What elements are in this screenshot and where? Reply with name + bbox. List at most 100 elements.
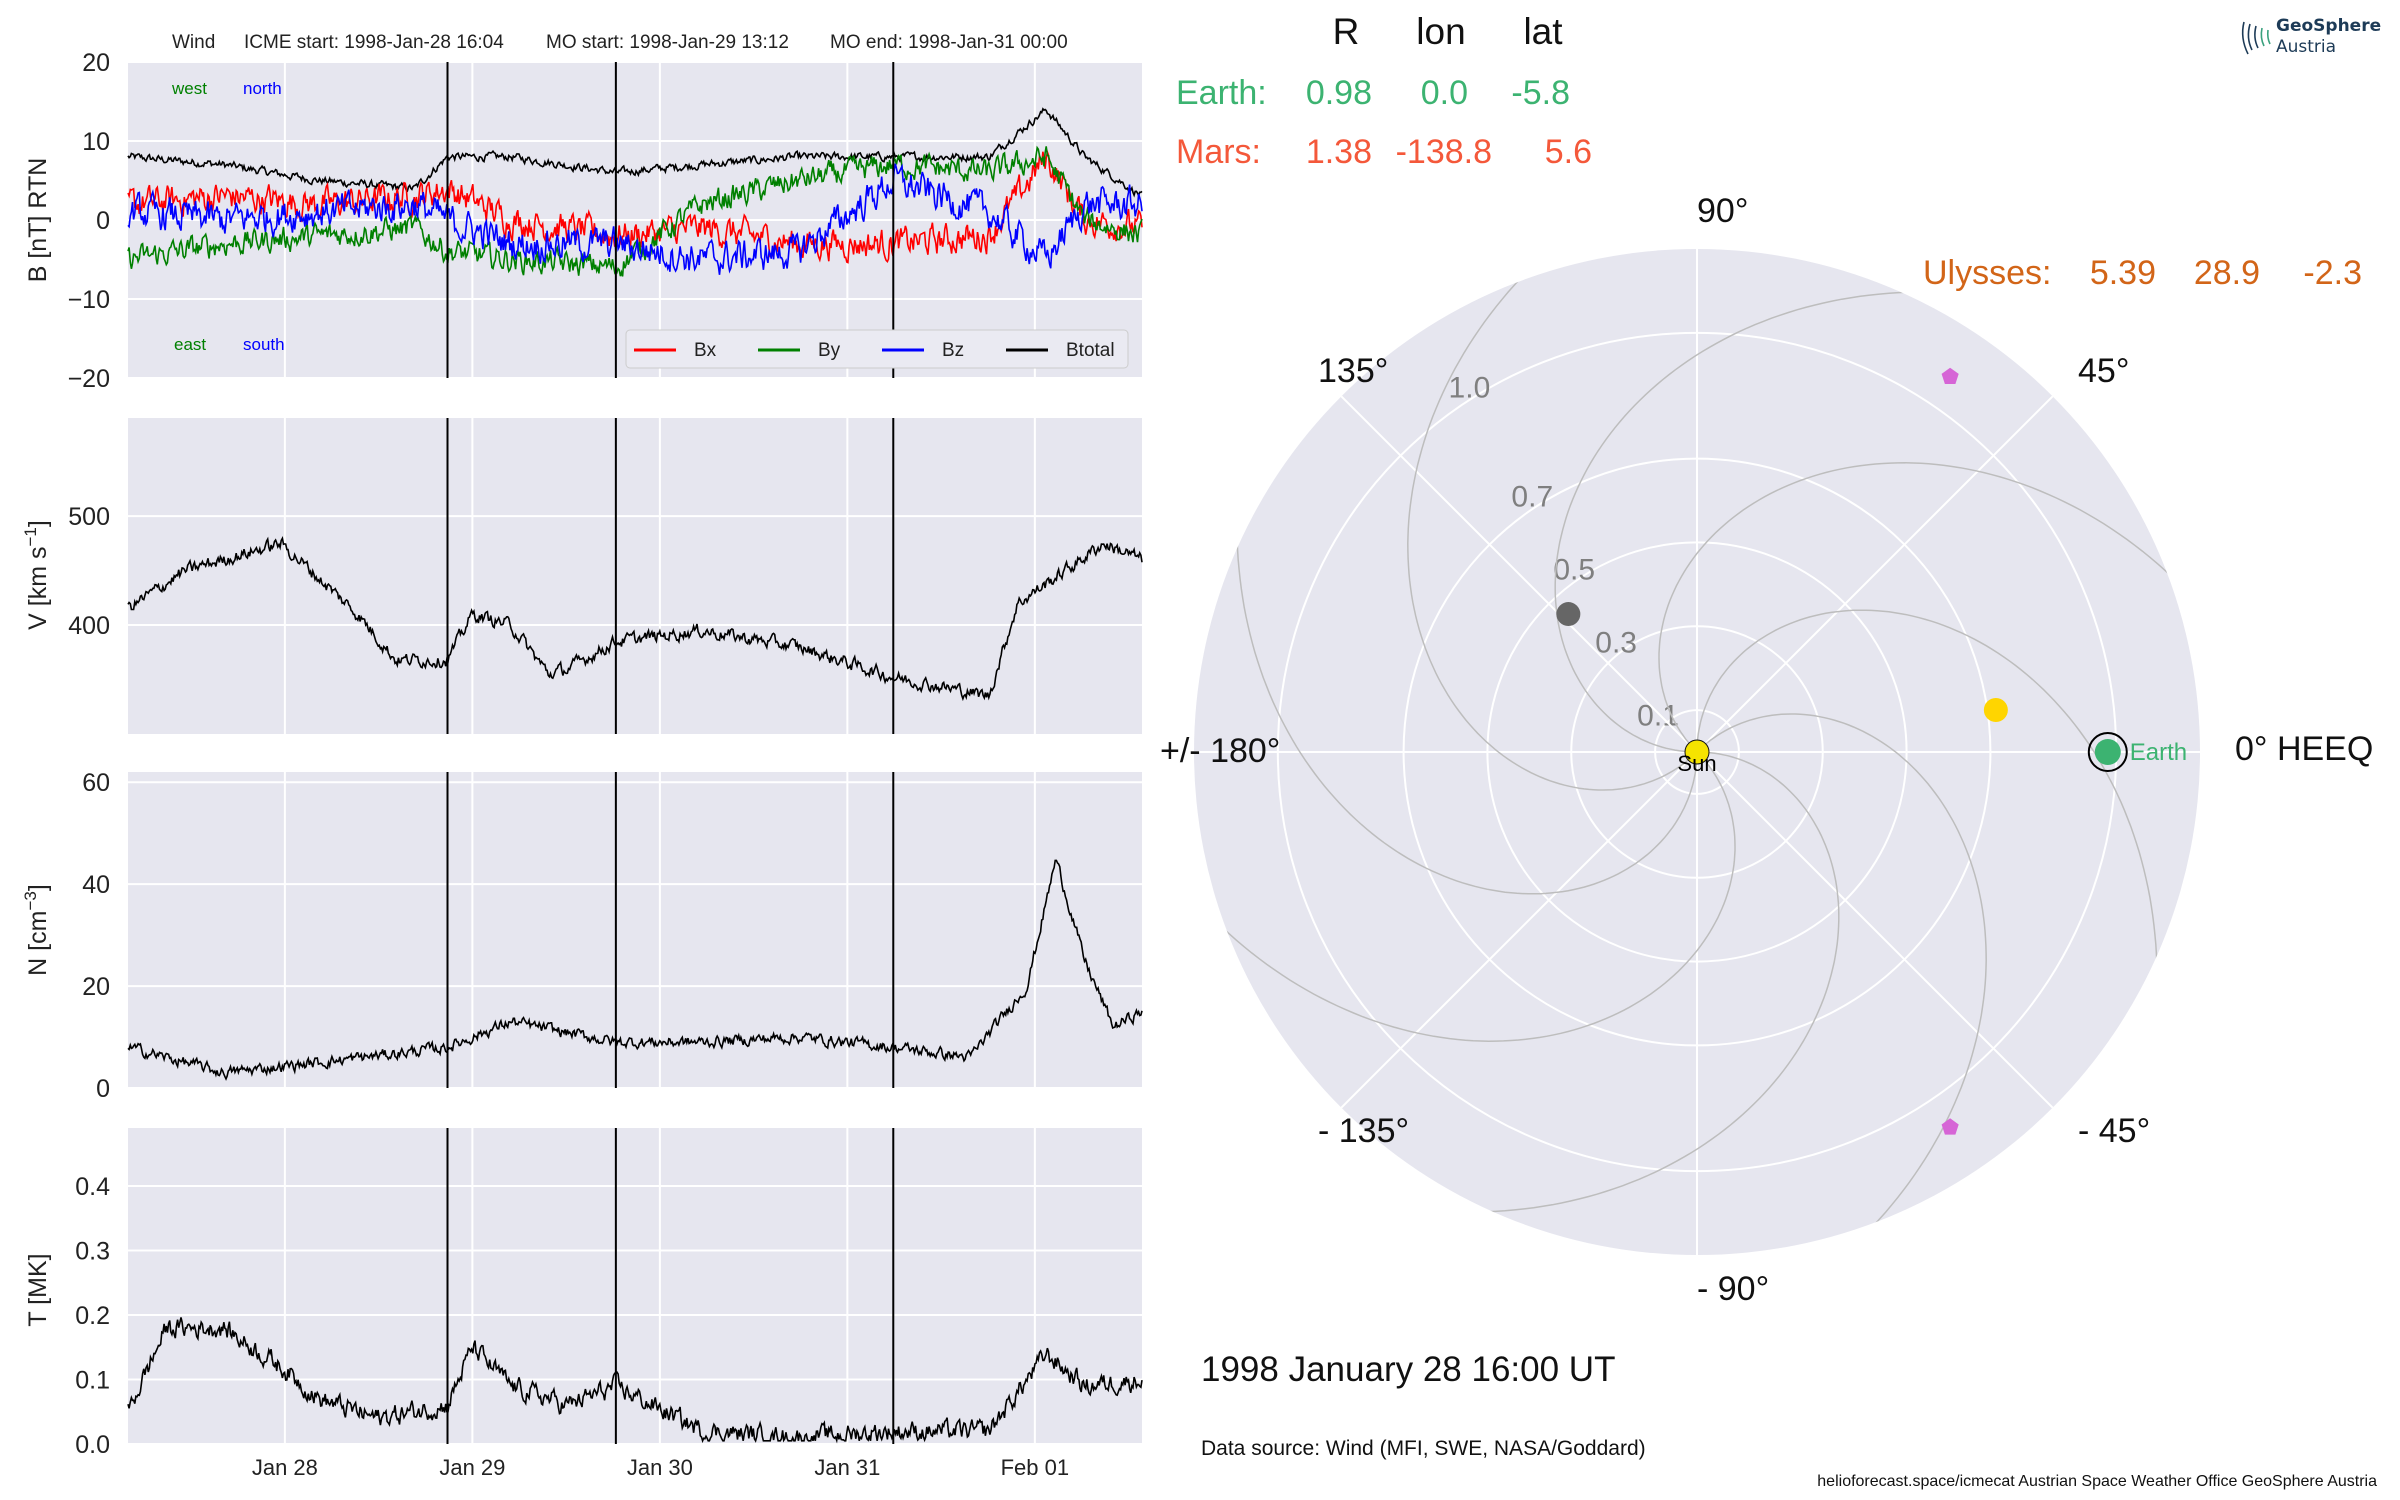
ulysses-lon: 28.9 <box>2194 254 2260 292</box>
header-lon: lon <box>1416 11 1465 52</box>
polar-spoke <box>1696 395 2054 753</box>
parker-spiral <box>1407 249 1698 791</box>
mars-r: 1.38 <box>1306 133 1372 171</box>
ytick-n: 60 <box>82 769 110 797</box>
ytick-v: 500 <box>68 503 110 531</box>
venus-marker <box>1983 697 2008 722</box>
legend-label-by: By <box>818 340 841 361</box>
ytick-b: 0 <box>96 207 110 235</box>
mars-lon: -138.8 <box>1396 133 1492 171</box>
ytick-b: 20 <box>82 49 110 77</box>
logo-line-2: Austria <box>2276 37 2337 57</box>
panel-bg-t <box>128 1128 1142 1444</box>
series-bz <box>127 163 1143 275</box>
xtick-label: Jan 29 <box>439 1455 505 1480</box>
header-r: R <box>1333 11 1360 52</box>
sun-label: Sun <box>1677 751 1716 776</box>
footer: 1998 January 28 16:00 UT Data source: Wi… <box>1201 1350 2377 1490</box>
ytick-b: 10 <box>82 128 110 156</box>
ytick-b: −20 <box>68 365 110 393</box>
y-axis-labels: B [nT] RTN V [km s−1] N [cm−3] T [MK] <box>21 158 52 1327</box>
earth-marker <box>2094 739 2121 765</box>
ulysses-label: Ulysses: <box>1923 254 2051 292</box>
series-v <box>127 535 1143 702</box>
polar-angle-labels: 0° HEEQ 45° 90° 135° +/- 180° - 135° - 9… <box>1160 192 2373 1308</box>
earth-label: Earth: <box>1176 74 1267 112</box>
polar-r-tick: 0.5 <box>1553 554 1595 587</box>
row-ulysses: Ulysses: 5.39 28.9 -2.3 <box>1923 254 2362 292</box>
angle-label-m90: - 90° <box>1697 1270 1769 1308</box>
series-n <box>127 859 1143 1081</box>
earth-lat: -5.8 <box>1511 74 1570 112</box>
xtick-label: Jan 31 <box>814 1455 880 1480</box>
ytick-n: 0 <box>96 1075 110 1103</box>
panel-bg-v <box>128 418 1142 734</box>
header-lat: lat <box>1523 11 1563 52</box>
polar-spoke <box>1340 751 1698 1109</box>
event-lines <box>446 62 895 1444</box>
earth-polar-label: Earth <box>2130 739 2187 766</box>
geosphere-logo-icon <box>2241 21 2271 55</box>
credits-label: helioforecast.space/icmecat Austrian Spa… <box>1817 1473 2377 1490</box>
earth-ring <box>2087 732 2128 772</box>
xtick-label: Feb 01 <box>1001 1455 1070 1480</box>
series-bx <box>127 149 1143 264</box>
mars-lat: 5.6 <box>1545 133 1592 171</box>
parker-spiral <box>1696 609 2158 1014</box>
ytick-t: 0.4 <box>75 1173 110 1201</box>
angle-label-90: 90° <box>1697 192 1748 230</box>
panel-bg-n <box>128 772 1142 1088</box>
ytick-n: 40 <box>82 871 110 899</box>
angle-label-m135: - 135° <box>1318 1112 1409 1150</box>
header-icme-start: ICME start: 1998-Jan-28 16:04 <box>244 32 504 53</box>
legend-box <box>625 329 1129 369</box>
parker-spiral <box>1435 751 1840 1213</box>
annotation-west: west <box>171 79 207 98</box>
series-t <box>127 1317 1143 1444</box>
x-tick-labels: Jan 28 Jan 29 Jan 30 Jan 31 Feb 01 <box>252 1455 1069 1480</box>
polar-spoke <box>1340 395 1698 753</box>
ytick-b: −10 <box>68 286 110 314</box>
parker-spiral <box>1658 462 2200 753</box>
ytick-t: 0.2 <box>75 1302 110 1330</box>
b-annotations: west north east south <box>171 79 285 354</box>
panel-gridlines <box>128 61 1142 1445</box>
earth-lon: 0.0 <box>1421 74 1468 112</box>
ylabel-v: V [km s−1] <box>21 520 52 630</box>
ylabel-n: N [cm−3] <box>21 884 52 976</box>
angle-label-0: 0° HEEQ <box>2235 730 2373 768</box>
annotation-south: south <box>243 335 285 354</box>
polar-spoke <box>1696 751 2054 1109</box>
series-btotal <box>127 107 1143 198</box>
timeseries-header: Wind ICME start: 1998-Jan-28 16:04 MO st… <box>172 32 1068 53</box>
legend-label-bx: Bx <box>694 340 717 361</box>
header-spacecraft: Wind <box>172 32 215 53</box>
y-tick-labels: 20 10 0 −10 −20 500 400 60 40 20 0 0.4 0.3 0.2 0.1 0.0 <box>68 49 111 1459</box>
row-earth: Earth: 0.98 0.0 -5.8 <box>1176 74 1570 112</box>
series-by <box>127 145 1143 277</box>
ylabel-b: B [nT] RTN <box>24 158 52 283</box>
angle-label-45: 45° <box>2078 352 2129 390</box>
logo-line-1: GeoSphere <box>2276 16 2382 36</box>
b-legend: Bx By Bz Btotal <box>625 329 1129 369</box>
parker-spiral <box>1554 291 1959 753</box>
parker-spiral <box>1236 490 1698 895</box>
angle-label-180: +/- 180° <box>1160 732 1280 770</box>
legend-label-btotal: Btotal <box>1066 340 1115 361</box>
ytick-n: 20 <box>82 973 110 1001</box>
ylabel-t: T [MK] <box>24 1253 52 1326</box>
parker-spiral <box>1194 751 1736 1042</box>
ulysses-r: 5.39 <box>2090 254 2156 292</box>
header-mo-start: MO start: 1998-Jan-29 13:12 <box>546 32 789 53</box>
annotation-north: north <box>243 79 282 98</box>
ytick-t: 0.0 <box>75 1431 110 1459</box>
angle-label-m45: - 45° <box>2078 1112 2150 1150</box>
mars-label: Mars: <box>1176 133 1261 171</box>
xtick-label: Jan 30 <box>627 1455 693 1480</box>
parker-spiral <box>1696 713 1987 1255</box>
panel-backgrounds <box>128 62 1142 1444</box>
annotation-east: east <box>174 335 206 354</box>
parker-spirals <box>1194 249 2200 1255</box>
header-mo-end: MO end: 1998-Jan-31 00:00 <box>830 32 1068 53</box>
